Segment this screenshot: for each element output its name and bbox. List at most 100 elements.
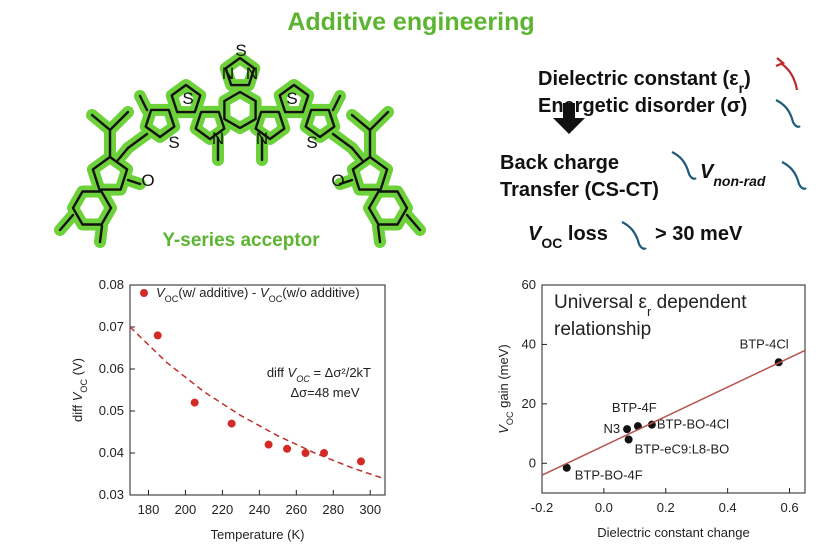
voc-loss-text: VOC loss bbox=[528, 223, 608, 251]
text-part: OC bbox=[296, 374, 310, 384]
x-axis-label: Dielectric constant change bbox=[597, 525, 749, 540]
data-point bbox=[301, 449, 310, 457]
text-part: V bbox=[156, 285, 166, 300]
atom: S bbox=[235, 41, 246, 60]
down-wave bbox=[671, 151, 697, 180]
x-axis-label: Temperature (K) bbox=[211, 527, 305, 542]
legend-entry: VOC(w/ additive) - VOC(w/o additive) bbox=[156, 285, 360, 304]
point-label: BTP-BO-4F bbox=[575, 468, 643, 483]
atom: S bbox=[168, 133, 179, 152]
data-point bbox=[153, 331, 162, 340]
arrow-head bbox=[775, 57, 786, 68]
down-arrow bbox=[553, 103, 585, 134]
point-label: N3 bbox=[603, 421, 620, 436]
data-point bbox=[562, 463, 571, 472]
legend-marker bbox=[140, 289, 148, 297]
data-point bbox=[283, 444, 292, 453]
atom-labels: N NSS SS SN NO O bbox=[141, 41, 344, 190]
x-tick-label: 240 bbox=[248, 502, 270, 517]
text-part: diff bbox=[70, 401, 85, 422]
text-part: Universal ε bbox=[554, 292, 647, 313]
fit-line bbox=[129, 326, 386, 480]
atom: N bbox=[246, 64, 258, 83]
point-label: BTP-4Cl bbox=[740, 336, 789, 351]
subscript: r bbox=[739, 80, 745, 96]
back-charge-text: Back charge bbox=[500, 152, 619, 174]
y-axis-label: diff VOC (V) bbox=[70, 358, 89, 422]
x-tick-label: 180 bbox=[138, 502, 160, 517]
x-tick-label: 300 bbox=[359, 502, 381, 517]
data-point bbox=[320, 449, 329, 457]
x-tick-label: 260 bbox=[285, 502, 307, 517]
point-label: BTP-BO-4Cl bbox=[657, 417, 729, 432]
text-part: (V) bbox=[70, 358, 85, 379]
down-wave bbox=[781, 161, 807, 190]
atom: S bbox=[182, 89, 193, 108]
text: V bbox=[528, 223, 543, 245]
text-part: V bbox=[260, 285, 270, 300]
disorder-text: Energetic disorder (σ) bbox=[538, 95, 747, 117]
point-label: BTP-4F bbox=[612, 400, 657, 415]
text-part: (w/ additive) - bbox=[178, 285, 260, 300]
annotation: Δσ=48 meV bbox=[290, 385, 359, 400]
text-part: = Δσ²/2kT bbox=[310, 365, 371, 380]
text-part: OC bbox=[79, 379, 89, 393]
y-tick-label: 0.07 bbox=[99, 319, 124, 334]
dielectric-text: Dielectric constant (εr) bbox=[538, 68, 751, 96]
atom: O bbox=[331, 171, 344, 190]
text-part: OC bbox=[269, 294, 283, 304]
annotation: diff VOC = Δσ²/2kT bbox=[267, 365, 371, 384]
text-part: V bbox=[70, 391, 85, 401]
chart-title: relationship bbox=[554, 319, 651, 340]
subscript: OC bbox=[541, 235, 562, 251]
y-tick-label: 0.06 bbox=[99, 361, 124, 376]
x-tick-label: 200 bbox=[175, 502, 197, 517]
text-part: diff bbox=[267, 365, 288, 380]
text: V bbox=[700, 161, 715, 183]
data-point bbox=[190, 398, 199, 407]
voc-loss-value: > 30 meV bbox=[655, 223, 743, 245]
text-part: OC bbox=[505, 411, 515, 425]
y-tick-label: 0.04 bbox=[99, 445, 124, 460]
plot-frame bbox=[129, 284, 386, 496]
text-part: V bbox=[496, 424, 511, 434]
y-tick-label: 0.08 bbox=[99, 277, 124, 292]
x-tick-label: 0.4 bbox=[719, 500, 737, 515]
molecule-label: Y-series acceptor bbox=[162, 230, 320, 251]
atom: N bbox=[222, 64, 234, 83]
text-part: dependent bbox=[651, 292, 747, 313]
point-label: BTP-eC9:L8-BO bbox=[635, 442, 730, 457]
back-charge-text: Transfer (CS-CT) bbox=[500, 179, 659, 201]
down-wave bbox=[621, 221, 647, 250]
data-point bbox=[264, 440, 273, 449]
trend-arrows bbox=[621, 57, 807, 250]
plot-frame bbox=[541, 284, 806, 494]
text-part: OC bbox=[165, 294, 179, 304]
text: Dielectric constant (ε bbox=[538, 68, 739, 90]
text-part: V bbox=[288, 365, 298, 380]
data-point bbox=[356, 457, 365, 466]
text: ) bbox=[744, 68, 751, 90]
text: loss bbox=[562, 223, 608, 245]
vnonrad-text: Vnon-rad bbox=[700, 161, 766, 189]
chart-title: Universal εr dependent bbox=[554, 292, 747, 319]
y-tick-label: 0.05 bbox=[99, 403, 124, 418]
title: Additive engineering bbox=[287, 8, 534, 36]
text-part: gain (meV) bbox=[496, 344, 511, 411]
y-tick-label: 40 bbox=[522, 336, 536, 351]
y-axis-label: VOC gain (meV) bbox=[496, 344, 515, 434]
y-tick-label: 0 bbox=[529, 455, 536, 470]
y-tick-label: 60 bbox=[522, 277, 536, 292]
atom: N bbox=[256, 129, 268, 148]
data-point bbox=[227, 419, 236, 428]
up-arrow bbox=[781, 63, 799, 91]
atom: S bbox=[286, 89, 297, 108]
x-tick-label: 280 bbox=[322, 502, 344, 517]
data-point bbox=[624, 435, 633, 444]
x-tick-label: -0.2 bbox=[531, 500, 553, 515]
atom: S bbox=[306, 133, 317, 152]
text-part: (w/o additive) bbox=[282, 285, 359, 300]
fit-line bbox=[541, 349, 806, 476]
atom: N bbox=[212, 129, 224, 148]
